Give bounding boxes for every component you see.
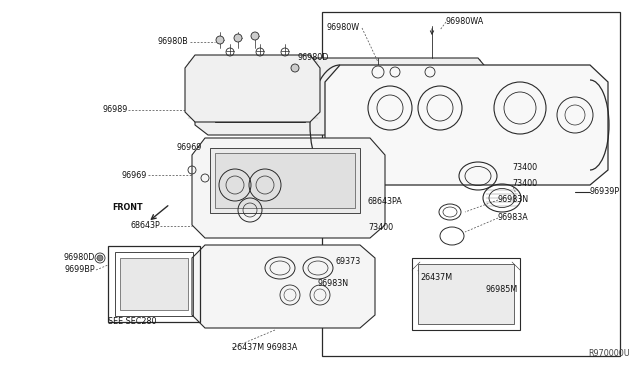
Bar	[215, 70, 305, 122]
Text: 96980D: 96980D	[63, 253, 95, 263]
Polygon shape	[192, 245, 375, 328]
Text: 96983N: 96983N	[318, 279, 349, 289]
Text: 96980WA: 96980WA	[446, 17, 484, 26]
Circle shape	[291, 64, 299, 72]
Text: 96980B: 96980B	[157, 38, 188, 46]
Bar	[412, 258, 520, 330]
Text: 9699BP: 9699BP	[65, 266, 95, 275]
Text: 73400: 73400	[512, 164, 537, 173]
Text: 96969: 96969	[122, 170, 147, 180]
Polygon shape	[325, 65, 608, 185]
Text: 96969: 96969	[177, 144, 202, 153]
Text: FRONT: FRONT	[112, 203, 143, 212]
Text: 68643P: 68643P	[131, 221, 160, 231]
Text: 73400: 73400	[512, 180, 537, 189]
Bar	[322, 12, 620, 356]
Text: 26437M 96983A: 26437M 96983A	[232, 343, 298, 353]
Polygon shape	[195, 58, 495, 135]
Polygon shape	[192, 138, 385, 238]
Circle shape	[234, 34, 242, 42]
Text: 96985M: 96985M	[486, 285, 518, 295]
Text: 26437M: 26437M	[420, 273, 452, 282]
Circle shape	[216, 36, 224, 44]
Bar	[418, 264, 514, 324]
Circle shape	[97, 255, 103, 261]
Bar	[115, 252, 193, 316]
Text: SEE SEC280: SEE SEC280	[108, 317, 157, 327]
Text: 96939P: 96939P	[590, 187, 620, 196]
Bar	[108, 246, 200, 322]
Text: 96989: 96989	[102, 106, 128, 115]
Polygon shape	[200, 60, 500, 120]
Bar	[215, 153, 355, 208]
Bar	[210, 148, 360, 213]
Bar	[120, 258, 188, 310]
Text: 96983A: 96983A	[498, 214, 529, 222]
Text: 68643PA: 68643PA	[368, 198, 403, 206]
Text: 96980W: 96980W	[327, 23, 360, 32]
Bar	[220, 74, 300, 118]
Text: 69373: 69373	[335, 257, 360, 266]
Text: R970000U: R970000U	[588, 349, 630, 358]
Text: 96983N: 96983N	[498, 196, 529, 205]
Text: 73400: 73400	[368, 224, 393, 232]
Circle shape	[251, 32, 259, 40]
Text: 96980D: 96980D	[298, 54, 330, 62]
Polygon shape	[185, 55, 320, 122]
